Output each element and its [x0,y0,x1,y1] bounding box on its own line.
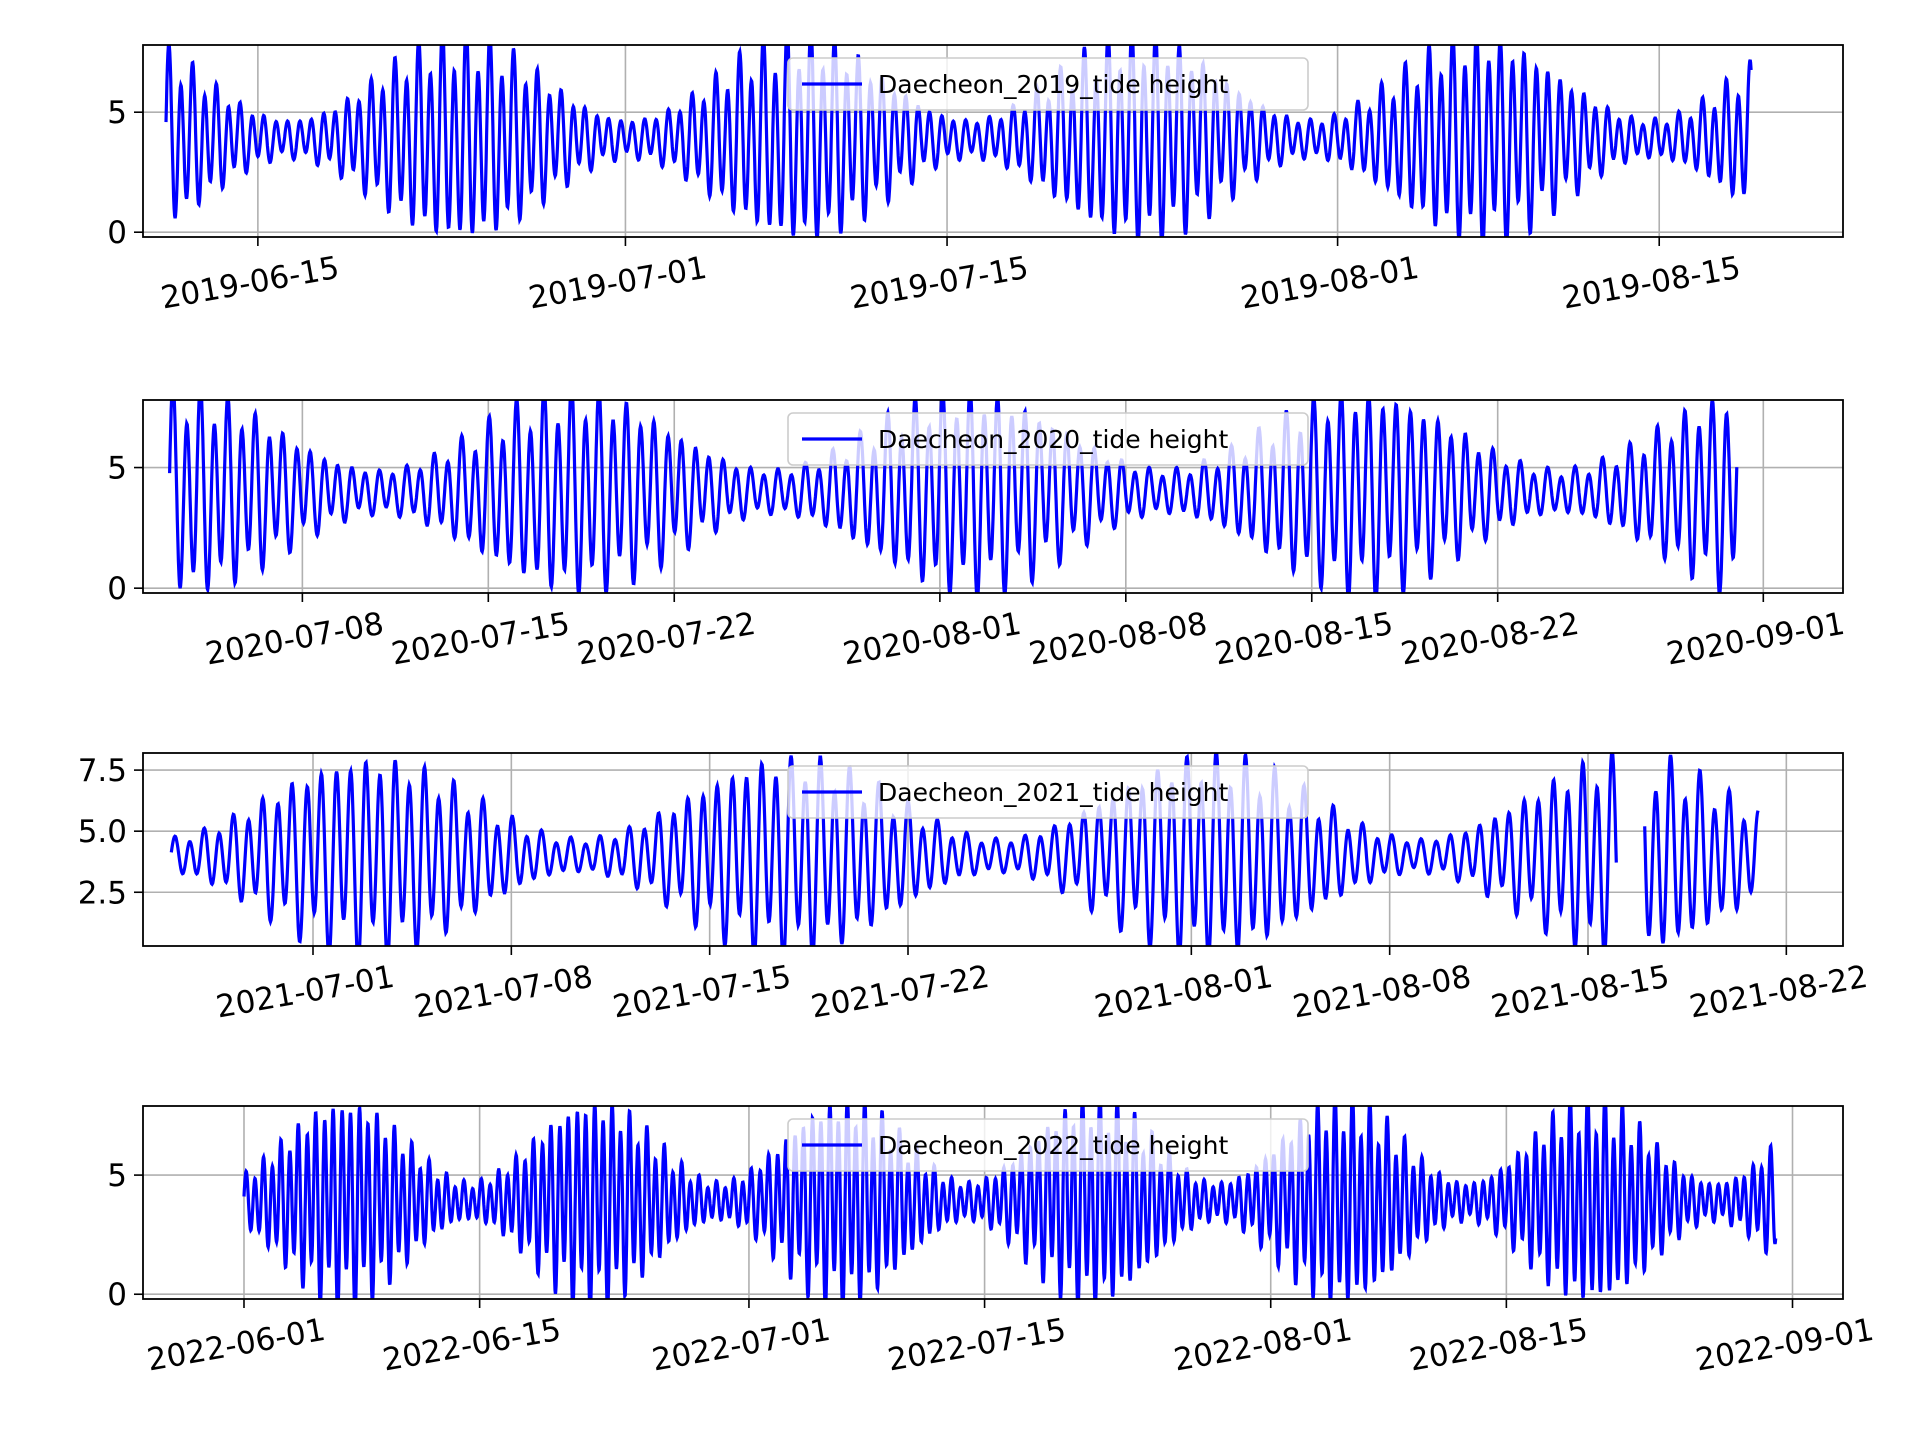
x-tick-label: 2021-07-01 [213,959,397,1026]
y-tick-label: 2.5 [78,875,127,911]
legend-box [787,57,1309,111]
x-tick-label: 2020-08-22 [1398,606,1582,673]
x-tick-label: 2022-07-15 [885,1312,1069,1379]
series-line-1 [164,45,1753,237]
x-tick-label: 2020-07-08 [203,606,387,673]
x-tick-label: 2022-08-01 [1171,1312,1355,1379]
x-tick-label: 2020-07-22 [575,606,759,673]
x-tick-label: 2022-06-15 [380,1312,564,1379]
x-tick-label: 2022-07-01 [649,1312,833,1379]
axes-frame [142,752,1844,947]
x-tick-label: 2021-07-22 [808,959,992,1026]
x-tick-label: 2020-08-01 [840,606,1024,673]
x-tick-label: 2021-08-01 [1092,959,1276,1026]
y-tick-label: 5 [107,1158,127,1194]
y-tick-label: 0 [107,1277,127,1313]
legend-box [787,412,1309,466]
axes-frame [142,399,1844,594]
legend-label: Daecheon_2020_tide height [878,425,1229,454]
y-tick-label: 0 [107,571,127,607]
x-tick-label: 2021-08-15 [1488,959,1672,1026]
legend: Daecheon_2021_tide height [787,765,1309,819]
x-tick-label: 2022-06-01 [144,1312,328,1379]
x-tick-label: 2019-07-01 [526,250,710,317]
chart-panel-1: 2019-06-15 2019-07-01 2019-07-15 2019-08-01… [107,44,1844,317]
x-tick-label: 2020-08-15 [1212,606,1396,673]
x-tick-label: 2020-07-15 [389,606,573,673]
series-line-1 [168,400,1739,593]
x-tick-label: 2019-08-15 [1560,250,1744,317]
chart-panel-2: 2020-07-08 2020-07-15 2020-07-22 2020-08-01… [107,399,1848,673]
legend: Daecheon_2022_tide height [787,1118,1309,1172]
x-tick-label: 2021-07-15 [610,959,794,1026]
x-tick-label: 2021-08-22 [1687,959,1871,1026]
series-line-1 [242,1106,1778,1299]
legend-label: Daecheon_2021_tide height [878,778,1229,807]
x-tick-label: 2020-08-08 [1026,606,1210,673]
y-tick-label: 5 [107,451,127,487]
x-tick-label: 2019-07-15 [847,250,1031,317]
axes-frame [142,1105,1844,1300]
y-tick-label: 5.0 [78,814,127,850]
y-tick-label: 7.5 [78,753,127,789]
x-tick-label: 2022-09-01 [1693,1312,1877,1379]
x-tick-label: 2019-08-01 [1238,250,1422,317]
x-tick-label: 2022-08-15 [1407,1312,1591,1379]
y-tick-label: 0 [107,215,127,251]
legend-label: Daecheon_2019_tide height [878,70,1229,99]
axes-frame [142,44,1844,238]
x-tick-label: 2020-09-01 [1664,606,1848,673]
legend-box [787,765,1309,819]
legend-label: Daecheon_2022_tide height [878,1131,1229,1160]
legend: Daecheon_2020_tide height [787,412,1309,466]
y-tick-label: 5 [107,95,127,131]
chart-panel-4: 2022-06-01 2022-06-15 2022-07-01 2022-07-15… [107,1105,1877,1379]
legend-box [787,1118,1309,1172]
x-tick-label: 2021-07-08 [412,959,596,1026]
legend: Daecheon_2019_tide height [787,57,1309,111]
x-tick-label: 2021-08-08 [1290,959,1474,1026]
chart-panel-3: 2021-07-01 2021-07-08 2021-07-15 2021-07-22… [78,752,1871,1026]
x-tick-label: 2019-06-15 [158,250,342,317]
